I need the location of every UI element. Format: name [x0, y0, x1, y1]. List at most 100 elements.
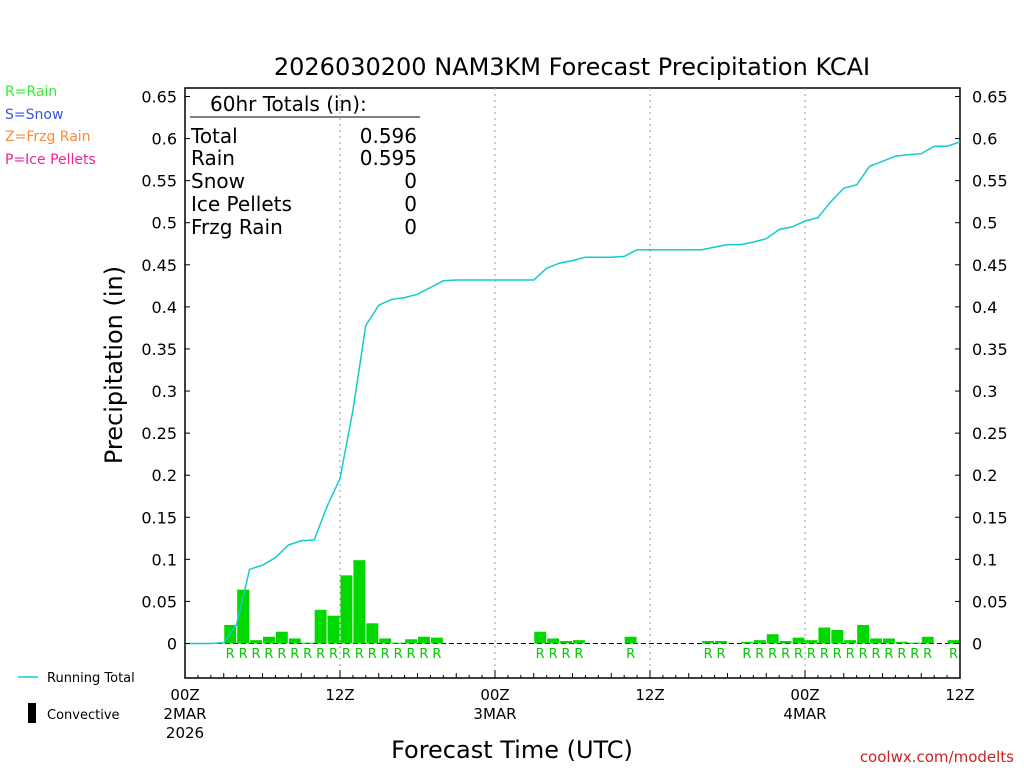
ytick-label-left-7: 0.35 [141, 340, 177, 359]
xtick-label-0-2: 2026 [166, 724, 204, 742]
xtick-label-4-1: 4MAR [783, 705, 826, 723]
y-axis-ticks: 0 00.05 0.050.1 0.10.15 0.150.2 0.20.25 0.250.… [141, 88, 1007, 654]
ptype-marker-28: R [536, 647, 545, 662]
running-total-legend-label: Running Total [47, 671, 135, 686]
precip-bar-60 [947, 640, 960, 644]
precip-bar-49 [805, 640, 818, 644]
ytick-label-right-12: 0.6 [972, 130, 997, 149]
precip-bar-9 [288, 638, 301, 644]
totals-label-rain: Rain [191, 146, 235, 170]
precip-bar-54 [870, 638, 882, 644]
ptype-marker-50: R [820, 647, 829, 662]
ytick-label-right-1: 0.05 [972, 592, 1008, 611]
precip-bar-31 [573, 640, 585, 644]
convective-legend-swatch [28, 703, 36, 723]
ytick-label-left-12: 0.6 [152, 130, 177, 149]
precip-bar-16 [379, 638, 392, 644]
ytick-label-left-2: 0.1 [152, 550, 177, 569]
xtick-label-2-0: 00Z [480, 686, 509, 704]
ptype-legend-snow: S=Snow [5, 107, 63, 123]
ptype-marker-31: R [574, 647, 583, 662]
ptype-marker-29: R [549, 647, 558, 662]
ptype-marker-19: R [419, 647, 428, 662]
convective-legend-label: Convective [47, 708, 120, 723]
series-legend: Running Total Convective [18, 671, 135, 723]
running-total-line [185, 141, 961, 645]
precip-bar-44 [740, 641, 753, 644]
totals-title: 60hr Totals (in): [210, 92, 367, 116]
ytick-label-left-10: 0.5 [152, 214, 177, 233]
precip-bar-57 [908, 642, 921, 644]
ptype-marker-45: R [755, 647, 764, 662]
xtick-label-1-0: 12Z [325, 686, 354, 704]
xtick-label-0-0: 00Z [170, 686, 199, 704]
xtick-label-3-0: 12Z [635, 686, 664, 704]
ptype-marker-57: R [910, 647, 919, 662]
ptype-marker-8: R [277, 647, 286, 662]
precip-bars [224, 560, 960, 644]
ytick-label-right-0: 0 [972, 635, 982, 654]
ytick-label-right-6: 0.3 [972, 382, 997, 401]
totals-value-ice-pellets: 0 [404, 192, 417, 216]
ptype-marker-55: R [884, 647, 893, 662]
precip-bar-10 [301, 642, 314, 644]
precip-bar-55 [883, 638, 895, 644]
precip-bar-13 [340, 575, 353, 644]
ytick-label-right-11: 0.55 [972, 172, 1008, 191]
precip-bar-45 [753, 640, 766, 644]
precip-bar-8 [275, 631, 288, 644]
ptype-marker-52: R [846, 647, 855, 662]
ytick-label-left-11: 0.55 [141, 172, 177, 191]
precip-bar-48 [792, 637, 805, 644]
ptype-marker-7: R [264, 647, 273, 662]
ytick-label-left-5: 0.25 [141, 424, 177, 443]
totals-label-snow: Snow [191, 169, 245, 193]
ytick-label-left-8: 0.4 [152, 298, 177, 317]
ptype-legend-ice-pellets: P=Ice Pellets [5, 152, 96, 168]
precip-bar-30 [560, 640, 572, 644]
precip-bar-50 [818, 627, 831, 644]
precip-bar-52 [844, 640, 857, 644]
precip-bar-15 [366, 623, 379, 644]
grid-lines [339, 88, 806, 678]
totals-label-total: Total [190, 124, 238, 148]
ptype-legend: R=Rain S=Snow Z=Frzg Rain P=Ice Pellets [5, 84, 96, 168]
xtick-label-0-1: 2MAR [163, 705, 206, 723]
ptype-marker-58: R [923, 647, 932, 662]
totals-value-total: 0.596 [360, 124, 417, 148]
x-axis-label: Forecast Time (UTC) [391, 736, 633, 764]
ptype-marker-16: R [381, 647, 390, 662]
xtick-label-5-0: 12Z [945, 686, 974, 704]
ytick-label-right-8: 0.4 [972, 298, 997, 317]
ytick-label-right-9: 0.45 [972, 256, 1008, 275]
ptype-marker-20: R [432, 647, 441, 662]
ytick-label-left-1: 0.05 [141, 592, 177, 611]
precip-bar-18 [405, 639, 417, 644]
ptype-marker-5: R [239, 647, 248, 662]
totals-box: 60hr Totals (in): Total 0.596 Rain 0.595… [190, 92, 420, 239]
precip-bar-58 [921, 636, 934, 644]
ytick-label-left-3: 0.15 [141, 508, 177, 527]
ptype-legend-rain: R=Rain [5, 84, 57, 100]
precip-bar-7 [263, 636, 275, 644]
precip-bar-29 [547, 638, 560, 644]
ptype-marker-53: R [859, 647, 868, 662]
precip-bar-53 [857, 624, 870, 644]
precip-bar-19 [418, 636, 430, 644]
ptype-marker-49: R [807, 647, 816, 662]
totals-value-frzg-rain: 0 [404, 215, 417, 239]
ytick-label-right-5: 0.25 [972, 424, 1008, 443]
plot-frame [184, 87, 961, 679]
ptype-marker-35: R [626, 647, 635, 662]
ytick-label-left-0: 0 [167, 635, 177, 654]
ytick-label-right-13: 0.65 [972, 88, 1008, 107]
xtick-label-4-0: 00Z [790, 686, 819, 704]
ytick-label-right-4: 0.2 [972, 466, 997, 485]
precip-bar-11 [314, 609, 327, 644]
ptype-marker-4: R [226, 647, 235, 662]
ptype-marker-14: R [355, 647, 364, 662]
precip-bar-51 [831, 630, 844, 644]
ptype-marker-6: R [252, 647, 261, 662]
precip-bar-41 [702, 640, 715, 644]
